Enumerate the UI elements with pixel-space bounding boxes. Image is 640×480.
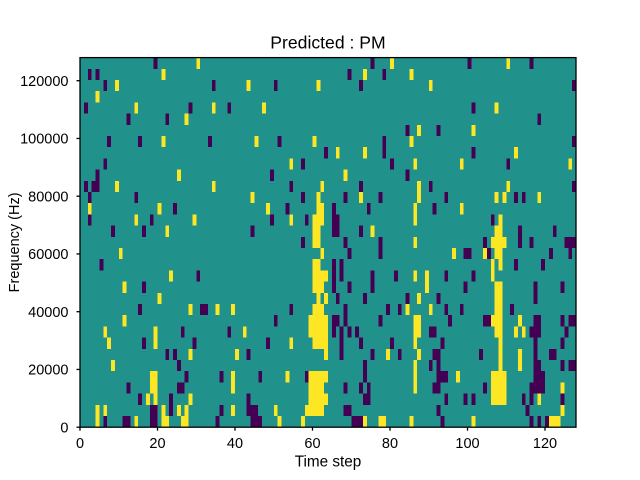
svg-text:40000: 40000 — [28, 305, 68, 321]
svg-text:120000: 120000 — [20, 74, 68, 90]
svg-text:Time step: Time step — [295, 454, 362, 471]
svg-text:20000: 20000 — [28, 363, 68, 379]
svg-text:20: 20 — [149, 436, 165, 452]
svg-text:80000: 80000 — [28, 189, 68, 205]
svg-text:40: 40 — [227, 436, 243, 452]
svg-text:120: 120 — [533, 436, 557, 452]
svg-text:0: 0 — [76, 436, 84, 452]
svg-text:80: 80 — [382, 436, 398, 452]
svg-text:100: 100 — [455, 436, 479, 452]
svg-text:Frequency (Hz): Frequency (Hz) — [7, 192, 23, 292]
svg-text:0: 0 — [60, 420, 68, 436]
svg-text:60000: 60000 — [28, 247, 68, 263]
svg-text:60: 60 — [304, 436, 320, 452]
svg-text:Predicted : PM: Predicted : PM — [270, 32, 385, 52]
svg-text:100000: 100000 — [20, 132, 68, 148]
